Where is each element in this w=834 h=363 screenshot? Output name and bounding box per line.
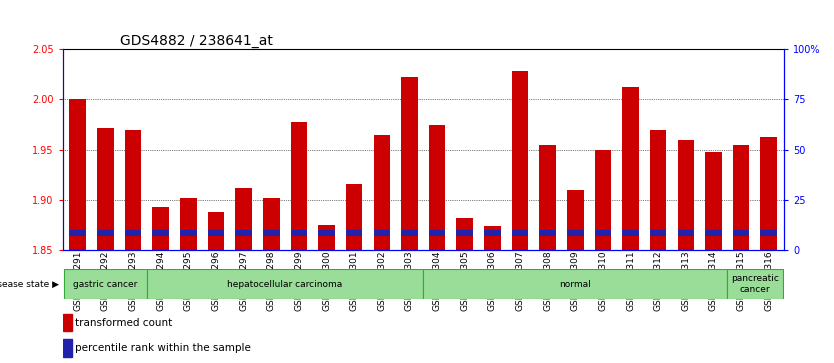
- Bar: [727, 269, 782, 299]
- Bar: [235, 188, 252, 250]
- Bar: [208, 231, 224, 236]
- Bar: [512, 231, 528, 236]
- Text: GDS4882 / 238641_at: GDS4882 / 238641_at: [120, 34, 274, 48]
- Text: pancreatic
cancer: pancreatic cancer: [731, 274, 779, 294]
- Text: percentile rank within the sample: percentile rank within the sample: [75, 343, 251, 353]
- Bar: [622, 231, 639, 236]
- Bar: [622, 87, 639, 250]
- Bar: [401, 231, 418, 236]
- Bar: [263, 198, 279, 250]
- Bar: [706, 231, 721, 236]
- Bar: [69, 231, 86, 236]
- Bar: [429, 125, 445, 250]
- Bar: [677, 140, 694, 250]
- Bar: [456, 231, 473, 236]
- Bar: [595, 150, 611, 250]
- Bar: [180, 198, 197, 250]
- Bar: [512, 71, 528, 250]
- Bar: [650, 231, 666, 236]
- Text: disease state ▶: disease state ▶: [0, 280, 59, 289]
- Bar: [540, 231, 556, 236]
- Bar: [125, 231, 141, 236]
- Text: transformed count: transformed count: [75, 318, 173, 327]
- Bar: [456, 218, 473, 250]
- Bar: [235, 231, 252, 236]
- Bar: [319, 225, 334, 250]
- Bar: [290, 122, 307, 250]
- Bar: [677, 231, 694, 236]
- Bar: [208, 212, 224, 250]
- Bar: [423, 269, 727, 299]
- Bar: [63, 339, 72, 357]
- Bar: [484, 226, 500, 250]
- Bar: [484, 231, 500, 236]
- Bar: [153, 207, 169, 250]
- Bar: [346, 231, 363, 236]
- Bar: [401, 77, 418, 250]
- Bar: [761, 136, 777, 250]
- Text: gastric cancer: gastric cancer: [73, 280, 138, 289]
- Bar: [153, 231, 169, 236]
- Bar: [733, 231, 750, 236]
- Bar: [706, 152, 721, 250]
- Bar: [147, 269, 423, 299]
- Text: hepatocellular carcinoma: hepatocellular carcinoma: [228, 280, 343, 289]
- Bar: [429, 231, 445, 236]
- Bar: [540, 145, 556, 250]
- Bar: [733, 145, 750, 250]
- Bar: [650, 130, 666, 250]
- Bar: [97, 127, 113, 250]
- Bar: [374, 231, 390, 236]
- Bar: [595, 231, 611, 236]
- Bar: [63, 314, 72, 331]
- Bar: [69, 99, 86, 250]
- Bar: [319, 231, 334, 236]
- Bar: [64, 269, 147, 299]
- Bar: [567, 190, 584, 250]
- Text: normal: normal: [560, 280, 591, 289]
- Bar: [346, 184, 363, 250]
- Bar: [97, 231, 113, 236]
- Bar: [125, 130, 141, 250]
- Bar: [290, 231, 307, 236]
- Bar: [567, 231, 584, 236]
- Bar: [374, 135, 390, 250]
- Bar: [263, 231, 279, 236]
- Bar: [761, 231, 777, 236]
- Bar: [180, 231, 197, 236]
